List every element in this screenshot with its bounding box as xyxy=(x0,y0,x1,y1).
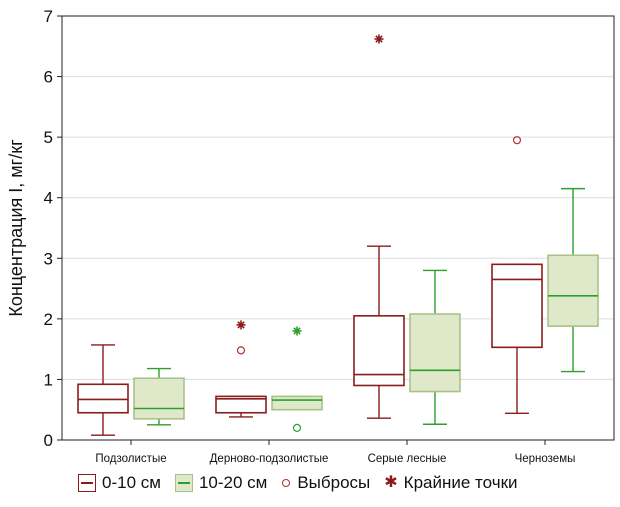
plot-frame xyxy=(61,15,615,441)
extreme-stroke xyxy=(293,327,301,335)
axis-layer: 0 1 2 3 4 5 6 7 Подзолистые Дерново-подзолистые Се… xyxy=(44,7,615,465)
box-0-10 xyxy=(353,34,405,419)
box-0-10 xyxy=(491,136,543,415)
box-iqr xyxy=(215,395,267,414)
x-tick-label: Серые лесные xyxy=(368,453,447,465)
y-tick-label: 6 xyxy=(44,68,53,87)
box-0-10 xyxy=(77,344,129,436)
y-axis-label: Концентрация I, мг/кг xyxy=(6,139,26,317)
x-tick-label: Подзолистые xyxy=(95,453,166,465)
legend-item-extremes: ✱ Крайние точки xyxy=(384,473,517,493)
x-tick-label: Черноземы xyxy=(515,453,576,465)
box-iqr xyxy=(491,263,543,349)
x-tick-label: Дерново-подзолистые xyxy=(210,453,329,465)
y-tick-label: 3 xyxy=(44,249,53,268)
extreme-point xyxy=(236,320,246,330)
outlier-marker-icon xyxy=(281,478,291,488)
box-10-20 xyxy=(547,187,599,373)
grid-layer xyxy=(62,76,614,380)
legend-swatch-0-10 xyxy=(78,474,96,492)
legend-item-outliers: Выбросы xyxy=(281,473,370,493)
y-tick-label: 1 xyxy=(44,370,53,389)
y-tick-label: 0 xyxy=(44,431,53,450)
boxplot-chart: 0 1 2 3 4 5 6 7 Подзолистые Дерново-подзолистые Се… xyxy=(6,7,615,465)
box-iqr xyxy=(547,254,599,327)
extreme-stroke xyxy=(375,35,383,43)
outlier-point xyxy=(512,136,522,145)
extreme-marker-icon: ✱ xyxy=(384,474,398,491)
box-0-10 xyxy=(215,320,267,418)
legend-label-outliers: Выбросы xyxy=(297,473,371,492)
legend-label-0-10: 0-10 см xyxy=(102,473,161,492)
y-tick-label: 2 xyxy=(44,310,53,329)
outlier-point xyxy=(292,423,302,432)
box-10-20 xyxy=(271,326,323,432)
extreme-stroke xyxy=(237,321,245,329)
box-iqr xyxy=(133,377,185,420)
extreme-point xyxy=(374,34,384,44)
legend-swatch-10-20 xyxy=(174,474,193,492)
box-iqr xyxy=(409,313,461,393)
box-iqr xyxy=(271,395,323,411)
outlier-point xyxy=(236,346,246,355)
legend-item-0-10: 0-10 см xyxy=(78,473,161,493)
box-10-20 xyxy=(409,269,461,425)
y-tick-label: 7 xyxy=(44,7,53,26)
legend-label-extremes: Крайние точки xyxy=(403,473,518,492)
y-tick-label: 4 xyxy=(44,189,53,208)
legend-label-10-20: 10-20 см xyxy=(198,473,268,492)
box-iqr xyxy=(77,383,129,414)
box-10-20 xyxy=(133,367,185,426)
extreme-point xyxy=(292,326,302,336)
y-tick-label: 5 xyxy=(44,128,53,147)
legend-item-10-20: 10-20 см xyxy=(174,473,268,493)
legend: 0-10 см 10-20 см Выбросы ✱ Крайние точки xyxy=(78,470,518,496)
box-layer xyxy=(77,34,599,436)
